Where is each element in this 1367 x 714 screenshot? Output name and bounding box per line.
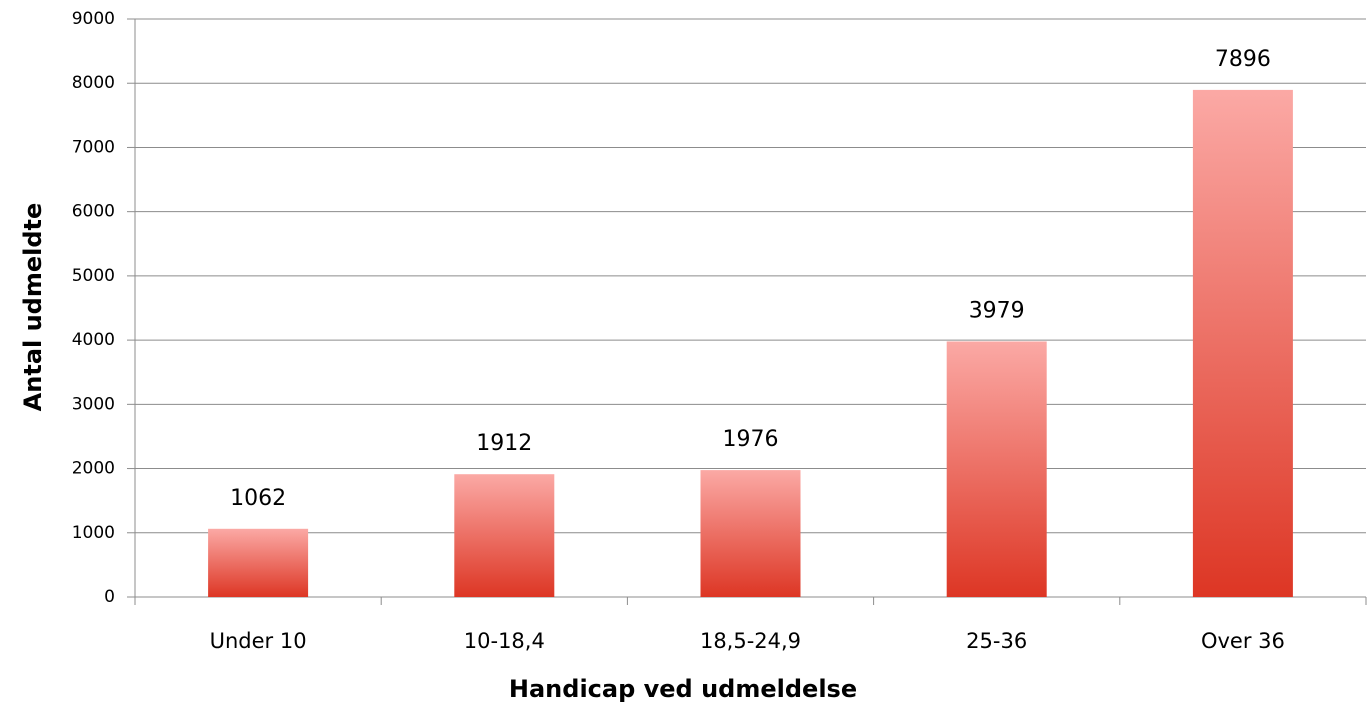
- x-axis-title: Handicap ved udmeldelse: [509, 675, 857, 703]
- x-tick-label: 10-18,4: [464, 629, 545, 653]
- y-axis-title: Antal udmeldte: [19, 203, 47, 412]
- bar: [700, 470, 801, 597]
- bar: [1192, 89, 1293, 597]
- data-label: 7896: [1215, 47, 1271, 72]
- data-label: 3979: [969, 298, 1025, 323]
- bar: [946, 341, 1047, 597]
- y-tick-label: 6000: [72, 202, 115, 222]
- data-label: 1912: [476, 431, 532, 456]
- bar: [454, 474, 555, 597]
- x-tick-label: 25-36: [966, 629, 1027, 653]
- y-tick-label: 0: [104, 587, 115, 607]
- y-tick-label: 7000: [72, 137, 115, 157]
- x-tick-label: Over 36: [1201, 629, 1285, 653]
- x-tick-label: 18,5-24,9: [700, 629, 801, 653]
- y-tick-label: 1000: [72, 523, 115, 543]
- y-tick-label: 2000: [72, 459, 115, 479]
- y-tick-label: 3000: [72, 394, 115, 414]
- bar: [208, 528, 309, 597]
- x-tick-label: Under 10: [210, 629, 307, 653]
- y-tick-label: 5000: [72, 266, 115, 286]
- data-label: 1062: [230, 486, 286, 511]
- data-label: 1976: [723, 427, 779, 452]
- y-tick-label: 9000: [72, 9, 115, 29]
- y-tick-label: 8000: [72, 73, 115, 93]
- y-tick-label: 4000: [72, 330, 115, 350]
